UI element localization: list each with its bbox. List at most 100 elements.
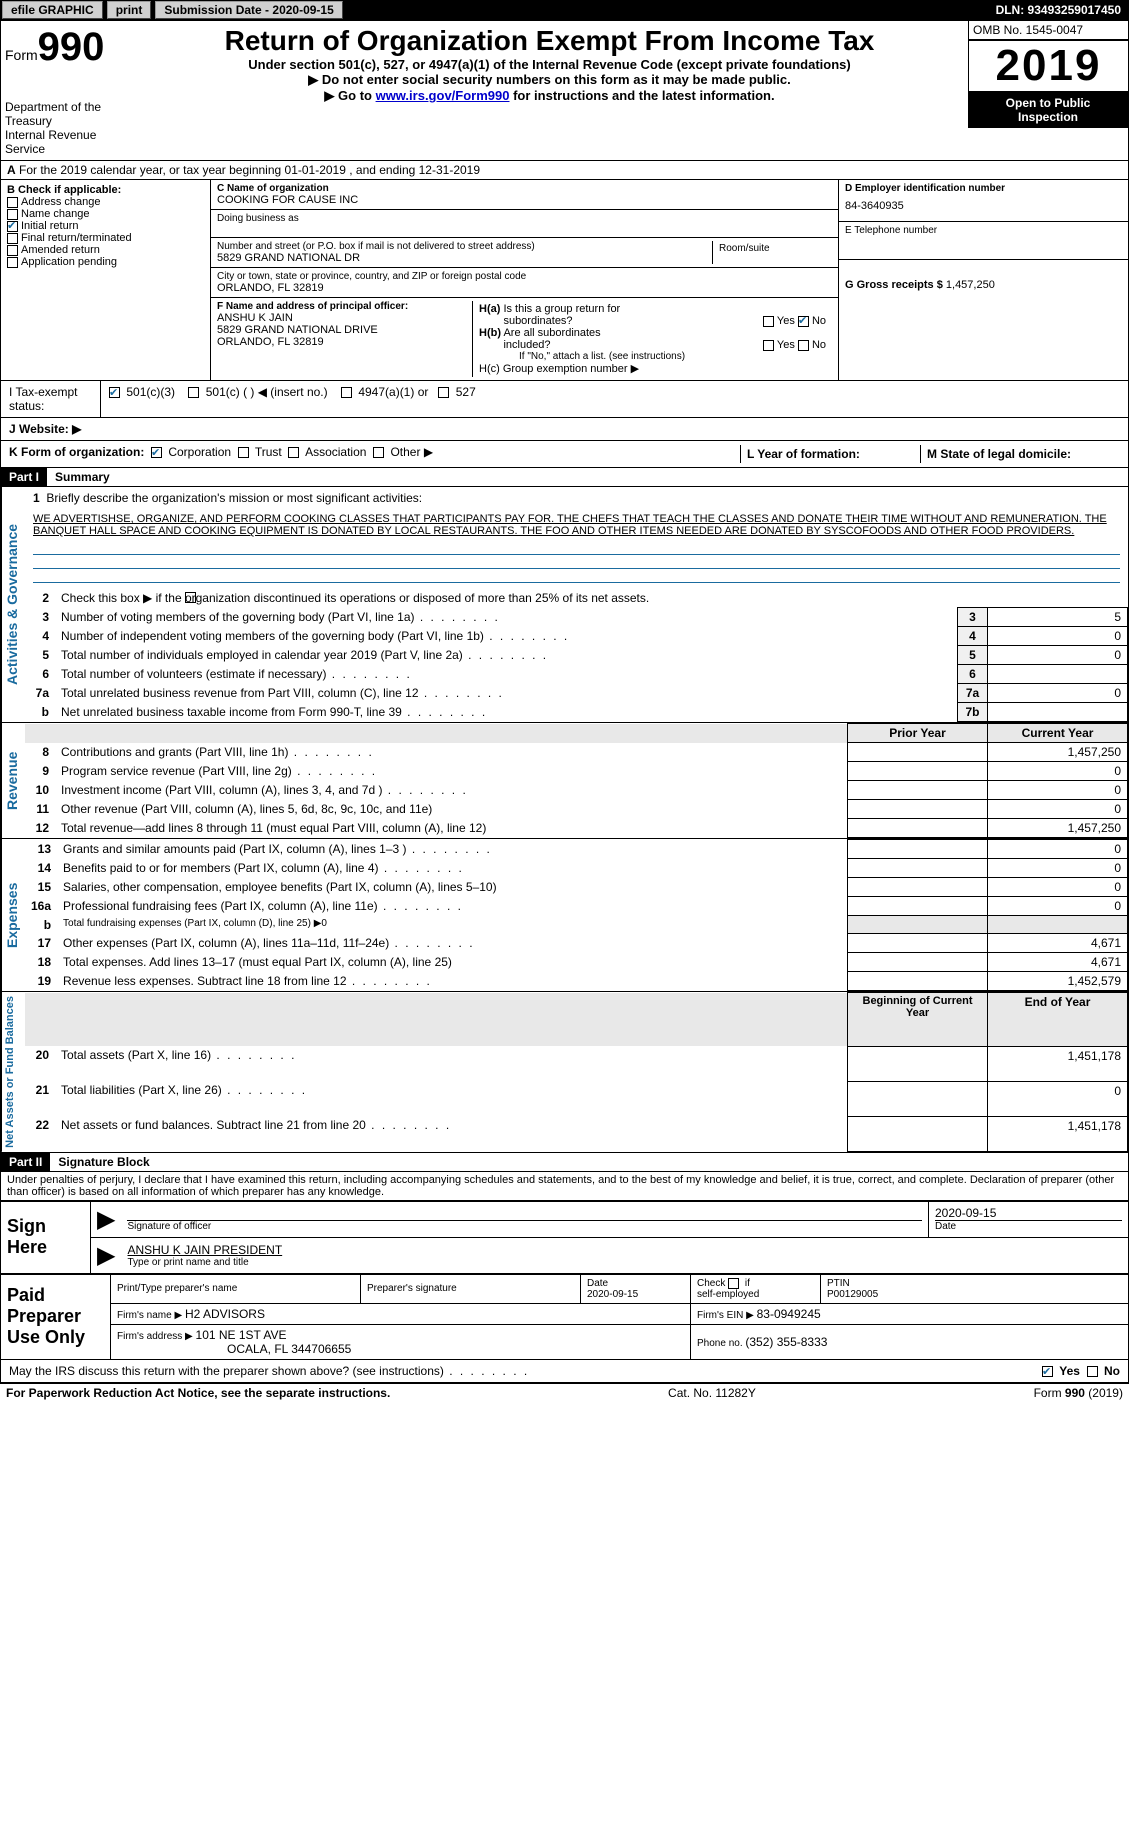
org-address: 5829 GRAND NATIONAL DR — [217, 252, 712, 264]
preparer-date-value: 2020-09-15 — [587, 1289, 638, 1300]
chk-4947[interactable] — [341, 387, 352, 398]
line17-val: 4,671 — [988, 934, 1128, 953]
form-version: Form 990 (2019) — [1034, 1386, 1123, 1400]
chk-hb-yes[interactable] — [763, 340, 774, 351]
block-expenses: Expenses 13Grants and similar amounts pa… — [0, 839, 1129, 992]
e-label: E Telephone number — [845, 225, 1122, 236]
g-label: G Gross receipts $ — [845, 279, 946, 291]
line14-text: Benefits paid to or for members (Part IX… — [57, 859, 847, 878]
line13-val: 0 — [988, 840, 1128, 859]
print-btn[interactable]: print — [107, 1, 152, 19]
paperwork-notice: For Paperwork Reduction Act Notice, see … — [6, 1386, 390, 1400]
line2-text: Check this box ▶ if the organization dis… — [61, 591, 649, 605]
i-label: I Tax-exempt status: — [1, 381, 101, 417]
line15-text: Salaries, other compensation, employee b… — [57, 878, 847, 897]
block-net-assets: Net Assets or Fund Balances Beginning of… — [0, 992, 1129, 1153]
lbl-corp: Corporation — [168, 445, 231, 459]
chk-initial-return[interactable] — [7, 221, 18, 232]
submission-date-btn[interactable]: Submission Date - 2020-09-15 — [155, 1, 342, 19]
addr-label: Number and street (or P.O. box if mail i… — [217, 241, 712, 252]
line5-text: Total number of individuals employed in … — [55, 646, 958, 665]
chk-line2[interactable] — [185, 592, 196, 603]
line4-text: Number of independent voting members of … — [55, 627, 958, 646]
lbl-trust: Trust — [255, 445, 282, 459]
l-label: L Year of formation: — [747, 447, 860, 461]
open-line2: Inspection — [970, 110, 1126, 124]
line10-val: 0 — [988, 781, 1128, 800]
chk-501c[interactable] — [188, 387, 199, 398]
col-b-header: B Check if applicable: — [7, 184, 204, 196]
line16b-text: Total fundraising expenses (Part IX, col… — [57, 916, 847, 934]
chk-amended[interactable] — [7, 245, 18, 256]
form-subtitle-3: ▶ Go to www.irs.gov/Form990 for instruct… — [139, 88, 960, 104]
line11-val: 0 — [988, 800, 1128, 819]
j-label: J Website: ▶ — [9, 422, 81, 436]
vlabel-revenue: Revenue — [1, 723, 25, 838]
line5-val: 0 — [988, 646, 1128, 665]
submission-date: 2020-09-15 — [272, 3, 333, 17]
lbl-4947: 4947(a)(1) or — [358, 385, 428, 399]
line12-val: 1,457,250 — [988, 819, 1128, 838]
chk-501c3[interactable] — [109, 387, 120, 398]
line8-text: Contributions and grants (Part VIII, lin… — [55, 743, 848, 762]
may-discuss-text: May the IRS discuss this return with the… — [9, 1364, 529, 1378]
chk-corp[interactable] — [151, 447, 162, 458]
chk-name-change[interactable] — [7, 209, 18, 220]
part2-badge: Part II — [1, 1153, 50, 1171]
sig-officer-label: Signature of officer — [127, 1221, 922, 1232]
form-number: 990 — [38, 25, 105, 69]
line9-text: Program service revenue (Part VIII, line… — [55, 762, 848, 781]
line19-val: 1,452,579 — [988, 972, 1128, 991]
open-line1: Open to Public — [970, 96, 1126, 110]
form990-link[interactable]: www.irs.gov/Form990 — [376, 88, 510, 103]
firm-addr-1: 101 NE 1ST AVE — [196, 1328, 287, 1342]
lbl-assoc: Association — [305, 445, 366, 459]
dept-treasury: Department of the Treasury — [5, 100, 127, 128]
chk-ha-yes[interactable] — [763, 316, 774, 327]
blank-line-1 — [33, 541, 1120, 555]
discuss-yes: Yes — [1059, 1364, 1080, 1378]
lbl-501c3: 501(c)(3) — [126, 385, 175, 399]
row-tax-status: I Tax-exempt status: 501(c)(3) 501(c) ( … — [0, 381, 1129, 418]
chk-discuss-no[interactable] — [1087, 1366, 1098, 1377]
vlabel-expenses: Expenses — [1, 839, 25, 991]
chk-application-pending[interactable] — [7, 257, 18, 268]
line7b-text: Net unrelated business taxable income fr… — [55, 703, 958, 722]
chk-hb-no[interactable] — [798, 340, 809, 351]
omb-number: OMB No. 1545-0047 — [968, 21, 1128, 40]
goto-suffix: for instructions and the latest informat… — [509, 88, 774, 103]
line9-val: 0 — [988, 762, 1128, 781]
line16a-text: Professional fundraising fees (Part IX, … — [57, 897, 847, 916]
hb-no: No — [812, 339, 826, 351]
line21-val: 0 — [988, 1081, 1128, 1116]
line13-text: Grants and similar amounts paid (Part IX… — [57, 840, 847, 859]
firm-phone-label: Phone no. — [697, 1338, 745, 1349]
lbl-501c: 501(c) ( ) ◀ (insert no.) — [206, 385, 328, 399]
chk-assoc[interactable] — [288, 447, 299, 458]
header-info-grid: B Check if applicable: Address change Na… — [0, 180, 1129, 381]
line4-val: 0 — [988, 627, 1128, 646]
chk-527[interactable] — [438, 387, 449, 398]
hb-note: If "No," attach a list. (see instruction… — [479, 351, 826, 362]
lbl-final-return: Final return/terminated — [21, 232, 132, 244]
chk-ha-no[interactable] — [798, 316, 809, 327]
chk-trust[interactable] — [238, 447, 249, 458]
firm-ein-label: Firm's EIN ▶ — [697, 1310, 757, 1321]
d-label: D Employer identification number — [845, 183, 1005, 194]
chk-final-return[interactable] — [7, 233, 18, 244]
line17-text: Other expenses (Part IX, column (A), lin… — [57, 934, 847, 953]
form-990-label: Form990 — [5, 25, 127, 70]
mission-text: WE ADVERTISHSE, ORGANIZE, AND PERFORM CO… — [25, 509, 1128, 541]
chk-other[interactable] — [373, 447, 384, 458]
discuss-no: No — [1104, 1364, 1120, 1378]
chk-address-change[interactable] — [7, 197, 18, 208]
chk-self-employed[interactable] — [728, 1278, 739, 1289]
f-label: F Name and address of principal officer: — [217, 301, 408, 312]
col-current-year: Current Year — [988, 724, 1128, 743]
efile-graphic-btn[interactable]: efile GRAPHIC — [2, 1, 103, 19]
officer-name-title: ANSHU K JAIN PRESIDENT — [127, 1243, 1122, 1257]
chk-discuss-yes[interactable] — [1042, 1366, 1053, 1377]
line15-val: 0 — [988, 878, 1128, 897]
line8-val: 1,457,250 — [988, 743, 1128, 762]
dln: DLN: 93493259017450 — [996, 3, 1129, 17]
